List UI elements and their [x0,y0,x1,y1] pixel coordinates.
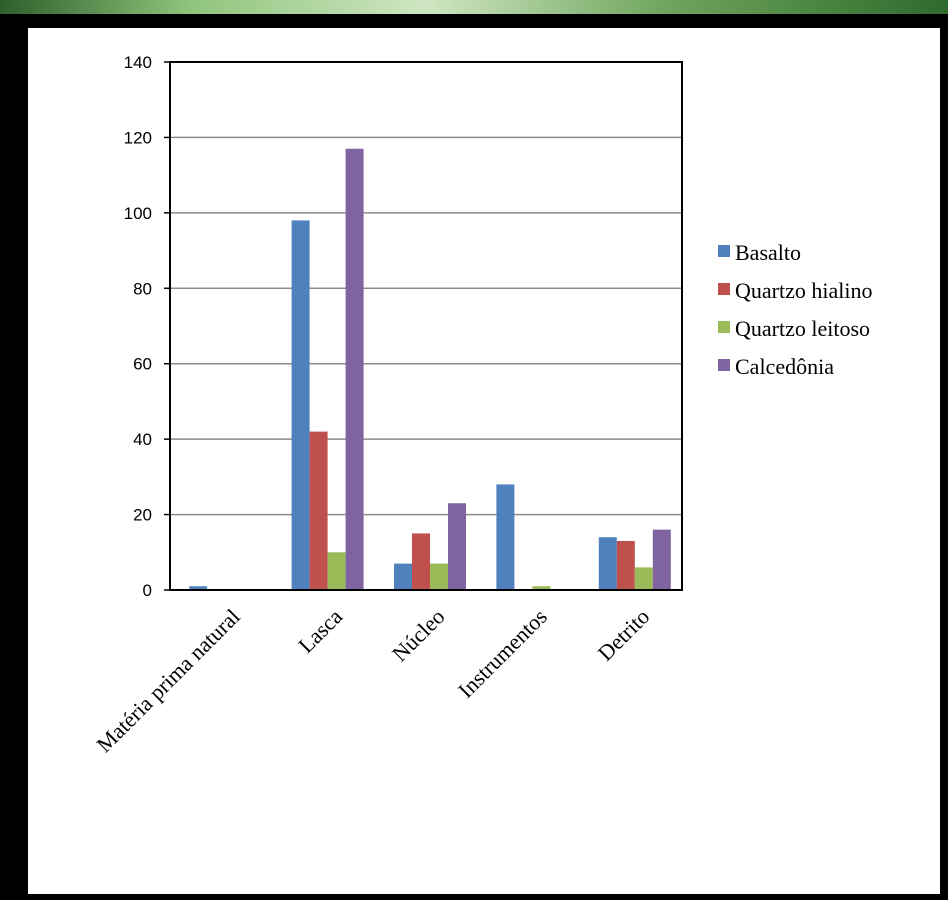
x-tick-label: Lasca [293,604,347,658]
bar [598,537,617,590]
bar [412,533,430,590]
plot-border [169,61,683,591]
gridlines [170,61,682,516]
x-tick-label: Núcleo [387,604,450,667]
y-tick-label: 20 [133,506,152,525]
legend-swatch [718,245,730,257]
x-tick-label: Matéria prima natural [91,604,244,757]
bar [291,220,310,590]
bar [448,503,466,590]
bars [189,148,671,590]
bar [430,563,448,590]
bar [309,431,328,590]
bar [532,586,551,590]
x-tick-label: Detrito [593,604,655,666]
y-tick-label: 100 [124,204,152,223]
legend: Basalto Quartzo hialino Quartzo leitoso Cal… [718,240,872,379]
bar [634,567,653,590]
legend-swatch [718,321,730,333]
y-tick-label: 120 [124,128,152,147]
bar [189,586,208,590]
legend-label: Calcedônia [735,354,834,379]
bar [327,552,346,590]
y-tick-label: 60 [133,355,152,374]
bar [496,484,515,590]
y-tick-labels: 0 20 40 60 80 100 120 140 [124,53,152,600]
bar [394,563,412,590]
legend-label: Quartzo leitoso [735,316,870,341]
x-tick-labels: Matéria prima natural Lasca Núcleo Instrume… [91,604,654,757]
legend-swatch [718,359,730,371]
x-tick-label: Instrumentos [453,604,552,703]
axes [164,61,683,591]
y-tick-label: 40 [133,430,152,449]
bar [616,540,635,590]
chart-panel [28,28,940,894]
y-tick-label: 0 [143,581,152,600]
legend-label: Basalto [735,240,801,265]
bar [345,148,364,590]
legend-swatch [718,283,730,295]
bar [652,529,671,590]
y-tick-label: 80 [133,279,152,298]
y-tick-label: 140 [124,53,152,72]
legend-label: Quartzo hialino [735,278,872,303]
